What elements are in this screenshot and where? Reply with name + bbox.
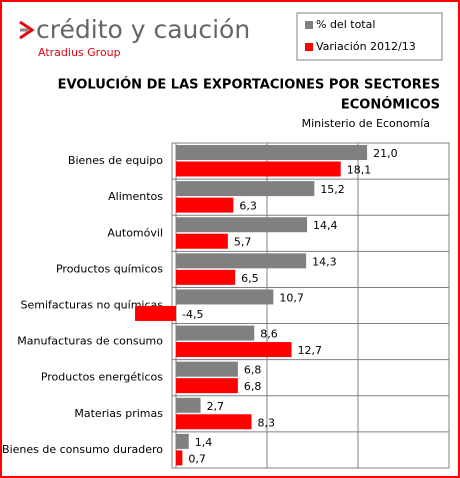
bar <box>176 161 341 177</box>
bar <box>176 450 183 466</box>
legend-swatch <box>305 43 313 51</box>
bar <box>135 305 176 321</box>
value-label: 6,8 <box>244 364 262 377</box>
y-tick-label: Productos energéticos <box>41 371 163 384</box>
value-label: 8,3 <box>258 416 276 429</box>
chart-title: ECONÓMICOS <box>341 97 440 113</box>
value-label: -4,5 <box>182 308 203 321</box>
y-tick-label: Alimentos <box>108 190 163 203</box>
value-label: 12,7 <box>298 344 323 357</box>
bar <box>176 378 238 394</box>
value-label: 18,1 <box>347 164 372 177</box>
value-label: 14,4 <box>313 219 338 232</box>
value-label: 21,0 <box>373 147 398 160</box>
value-label: 6,3 <box>239 200 257 213</box>
value-label: 6,8 <box>244 380 262 393</box>
value-label: 1,4 <box>195 436 213 449</box>
bar <box>176 253 307 269</box>
bar <box>176 269 236 285</box>
bar <box>176 181 315 197</box>
legend-label: Variación 2012/13 <box>316 40 416 53</box>
logo-subtext: Atradius Group <box>38 46 121 59</box>
value-label: 5,7 <box>234 236 252 249</box>
y-tick-label: Bienes de equipo <box>68 154 163 167</box>
value-label: 15,2 <box>320 183 345 196</box>
y-tick-label: Automóvil <box>107 226 163 239</box>
subtitle: Ministerio de Economía <box>302 117 430 130</box>
logo-text: crédito y caución <box>36 15 250 44</box>
logo-mark <box>19 20 35 40</box>
bar <box>176 217 308 233</box>
value-label: 6,5 <box>241 272 259 285</box>
bar <box>176 414 252 430</box>
bar <box>176 342 292 358</box>
value-label: 10,7 <box>279 291 304 304</box>
bar <box>176 325 255 341</box>
y-tick-label: Manufacturas de consumo <box>17 335 163 348</box>
y-tick-label: Semifacturas no químicas <box>21 299 164 312</box>
y-tick-label: Productos químicos <box>56 262 163 275</box>
bar <box>176 289 274 305</box>
value-label: 8,6 <box>260 328 278 341</box>
bar <box>176 433 189 449</box>
value-label: 2,7 <box>207 400 225 413</box>
value-label: 0,7 <box>188 452 206 465</box>
bar <box>176 361 238 377</box>
bar <box>176 397 201 413</box>
legend-label: % del total <box>316 18 375 31</box>
bar <box>176 197 234 213</box>
value-label: 14,3 <box>312 255 337 268</box>
chart-title: EVOLUCIÓN DE LAS EXPORTACIONES POR SECTO… <box>58 77 440 93</box>
legend-swatch <box>305 21 313 29</box>
bar <box>176 145 368 160</box>
y-tick-label: Bienes de consumo duradero <box>2 443 163 456</box>
bar <box>176 233 228 249</box>
legend <box>296 12 443 61</box>
y-tick-label: Materias primas <box>74 407 163 420</box>
